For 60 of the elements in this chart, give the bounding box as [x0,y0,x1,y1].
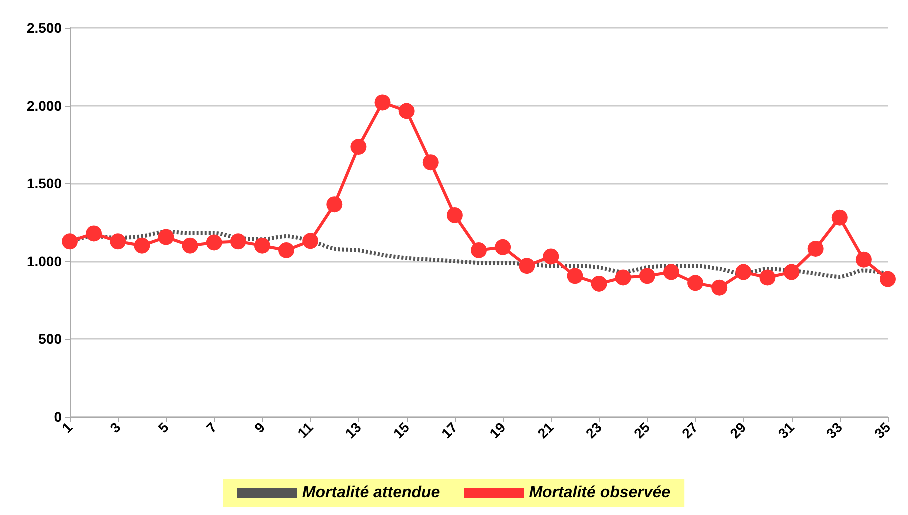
point [86,226,102,242]
point [206,234,222,251]
x-tick-label: 35 [871,419,894,442]
y-tick-label: 0 [54,409,62,425]
x-tick-label: 7 [203,419,220,436]
y-tick-label: 2.000 [26,98,62,114]
point [158,229,174,246]
x-tick-label: 9 [251,419,268,436]
point [760,270,776,286]
x-tick-label: 3 [106,419,124,436]
point [615,270,632,286]
point [398,103,415,120]
point [808,240,824,257]
point [446,208,463,224]
x-tick-label: 13 [342,419,365,442]
point [543,248,560,265]
point [712,280,728,296]
point [663,264,680,280]
point [519,258,536,274]
legend-label: Mortalité observée [529,484,671,502]
point [182,238,198,254]
point [567,268,584,284]
point [832,210,848,226]
x-tick-label: 19 [486,419,509,442]
point [350,139,367,156]
x-tick-label: 29 [726,419,750,442]
x-tick-label: 23 [582,419,606,442]
x-tick-label: 17 [438,419,461,442]
point [591,276,608,292]
legend-label: Mortalité attendue [302,484,440,502]
x-tick-label: 5 [155,419,172,436]
x-tick-label: 25 [630,419,654,442]
point [856,252,872,268]
point [110,234,126,250]
point [302,233,319,250]
x-tick-label: 27 [678,419,702,442]
point [254,238,270,254]
x-tick-label: 21 [534,419,557,442]
point [326,196,343,213]
point [230,234,246,250]
x-tick-label: 31 [775,419,798,442]
point [688,275,704,292]
point [62,234,78,250]
point [784,264,800,280]
point [736,264,752,280]
point [495,239,512,256]
point [374,94,391,111]
point [422,154,439,171]
point [278,242,295,259]
y-tick-label: 1.500 [26,176,62,192]
point [639,268,656,284]
y-tick-label: 500 [38,331,62,348]
x-tick-label: 15 [390,419,413,442]
point [134,238,150,254]
x-tick-label: 33 [823,419,846,442]
y-tick-label: 2.500 [26,20,62,36]
y-tick-label: 1.000 [26,253,62,270]
x-tick-label: 11 [294,419,316,442]
point [471,242,487,259]
point [880,271,896,288]
